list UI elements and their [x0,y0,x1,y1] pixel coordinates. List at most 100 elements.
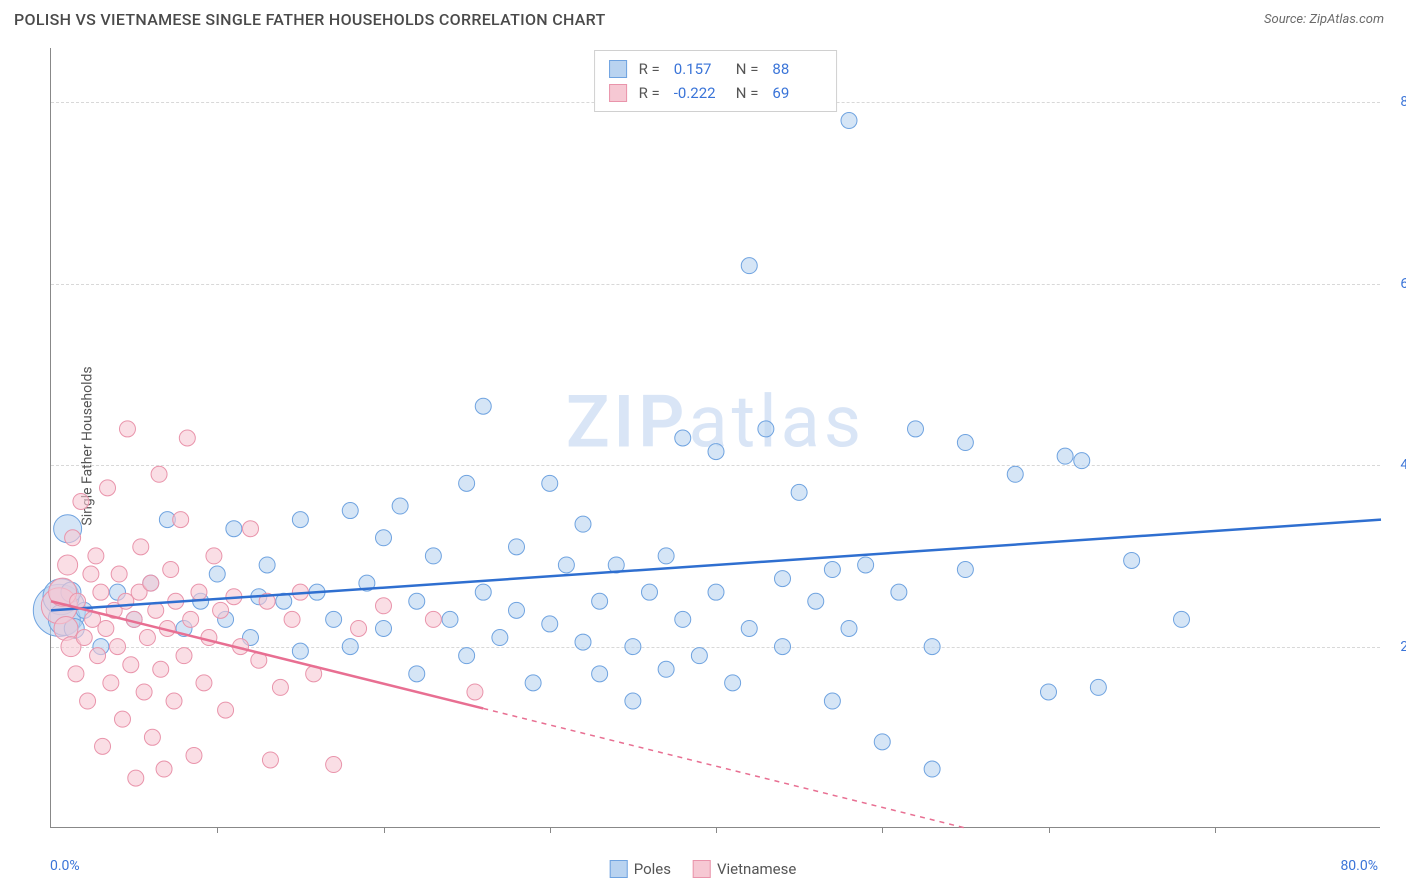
data-point-poles [957,562,973,578]
data-point-poles [525,675,541,691]
data-point-poles [1057,448,1073,464]
data-point-vietnamese [206,548,222,564]
data-point-poles [625,639,641,655]
data-point-vietnamese [183,611,199,627]
data-point-vietnamese [73,493,89,509]
data-point-vietnamese [376,598,392,614]
data-point-poles [924,639,940,655]
data-point-poles [841,620,857,636]
data-point-poles [741,620,757,636]
data-point-poles [575,634,591,650]
data-point-vietnamese [139,630,155,646]
data-point-vietnamese [201,630,217,646]
data-point-vietnamese [88,548,104,564]
data-point-poles [708,444,724,460]
chart-title: POLISH VS VIETNAMESE SINGLE FATHER HOUSE… [14,10,606,29]
data-point-vietnamese [186,747,202,763]
data-point-poles [775,571,791,587]
data-point-poles [542,616,558,632]
source-attribution: Source: ZipAtlas.com [1264,12,1384,27]
data-point-poles [908,421,924,437]
data-point-vietnamese [136,684,152,700]
data-point-vietnamese [98,620,114,636]
legend-label: Poles [634,860,671,878]
data-point-vietnamese [243,521,259,537]
data-point-vietnamese [128,770,144,786]
data-point-vietnamese [119,421,135,437]
data-point-vietnamese [156,761,172,777]
data-point-vietnamese [218,702,234,718]
data-point-poles [592,666,608,682]
data-point-vietnamese [166,693,182,709]
x-tick [384,827,385,833]
data-point-poles [675,611,691,627]
data-point-poles [575,516,591,532]
data-point-poles [509,602,525,618]
legend-swatch [610,860,628,878]
data-point-vietnamese [143,575,159,591]
data-point-vietnamese [80,693,96,709]
data-point-vietnamese [176,648,192,664]
legend-item: Vietnamese [693,860,796,878]
data-point-poles [392,498,408,514]
data-point-vietnamese [133,539,149,555]
data-point-vietnamese [153,661,169,677]
data-point-poles [592,593,608,609]
data-point-poles [658,548,674,564]
data-point-vietnamese [351,620,367,636]
data-point-vietnamese [213,602,229,618]
data-point-poles [725,675,741,691]
x-axis-max-label: 80.0% [1340,858,1378,874]
data-point-poles [509,539,525,555]
data-point-poles [758,421,774,437]
data-point-poles [1041,684,1057,700]
data-point-vietnamese [272,679,288,695]
data-point-vietnamese [196,675,212,691]
y-tick-label: 2.0% [1386,639,1406,655]
data-point-poles [475,398,491,414]
data-point-poles [642,584,658,600]
data-point-poles [858,557,874,573]
data-point-poles [791,484,807,500]
data-point-vietnamese [103,675,119,691]
data-point-vietnamese [163,562,179,578]
data-point-poles [691,648,707,664]
data-point-poles [409,666,425,682]
scatter-svg [51,48,1380,827]
data-point-poles [675,430,691,446]
data-point-poles [226,521,242,537]
data-point-vietnamese [65,530,81,546]
data-point-vietnamese [191,584,207,600]
data-point-vietnamese [83,566,99,582]
data-point-poles [459,648,475,664]
x-axis-min-label: 0.0% [50,858,80,874]
data-point-vietnamese [111,566,127,582]
data-point-poles [542,475,558,491]
data-point-poles [824,693,840,709]
data-point-poles [292,512,308,528]
data-point-poles [808,593,824,609]
data-point-vietnamese [114,711,130,727]
data-point-poles [775,639,791,655]
data-point-poles [558,557,574,573]
data-point-poles [376,620,392,636]
y-tick-label: 6.0% [1386,276,1406,292]
y-tick-label: 8.0% [1386,94,1406,110]
data-point-poles [409,593,425,609]
data-point-vietnamese [173,512,189,528]
data-point-poles [1074,453,1090,469]
data-point-poles [492,630,508,646]
data-point-poles [824,562,840,578]
data-point-poles [1174,611,1190,627]
data-point-poles [741,258,757,274]
x-tick [1049,827,1050,833]
data-point-vietnamese [467,684,483,700]
data-point-vietnamese [68,666,84,682]
data-point-poles [292,643,308,659]
data-point-poles [342,639,358,655]
data-point-vietnamese [284,611,300,627]
data-point-poles [425,548,441,564]
data-point-poles [874,734,890,750]
legend-swatch [693,860,711,878]
data-point-poles [625,693,641,709]
